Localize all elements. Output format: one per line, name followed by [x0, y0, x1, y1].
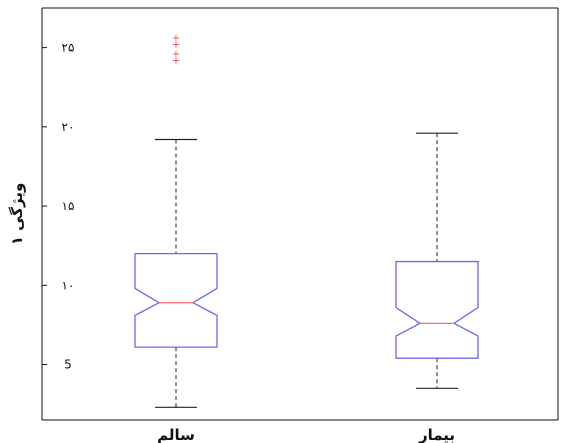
x-category-label: بیمار — [418, 426, 455, 443]
y-tick-label: ۱۵ — [62, 199, 75, 213]
y-axis-label: ویژگی ۱ — [8, 183, 26, 246]
x-category-label: سالم — [157, 426, 195, 443]
outlier-point: + — [172, 55, 180, 66]
y-tick-label: ۲۵ — [62, 41, 75, 55]
outlier-point: + — [172, 33, 180, 44]
outlier-point: + — [172, 49, 180, 60]
y-tick-label: ۱۰ — [62, 278, 75, 292]
notched-box — [134, 252, 218, 348]
y-tick-label: 5 — [64, 358, 72, 372]
outlier-point: + — [172, 39, 180, 50]
y-tick-label: ۲۰ — [62, 120, 75, 134]
notched-box — [395, 260, 479, 359]
